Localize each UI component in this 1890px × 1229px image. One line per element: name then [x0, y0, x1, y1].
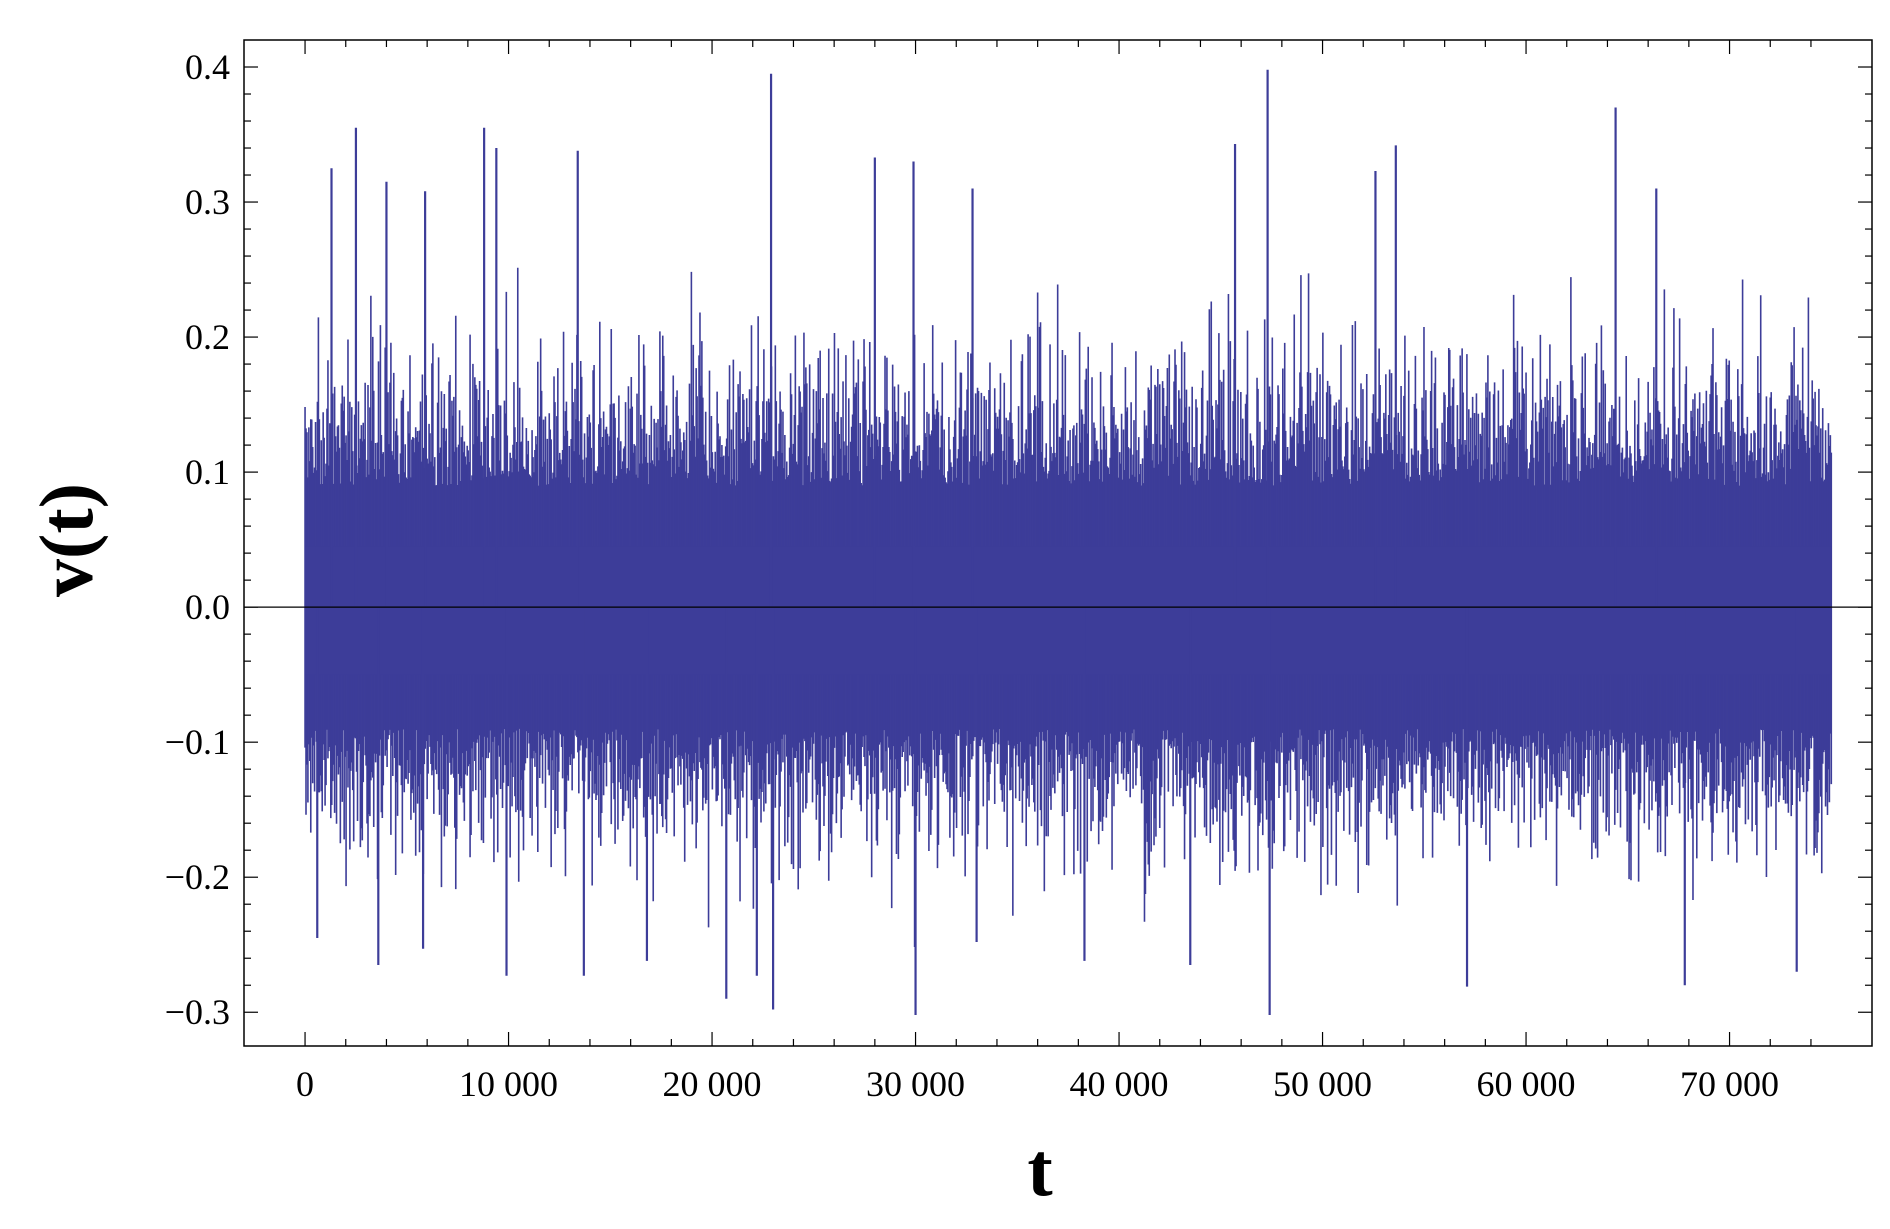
x-tick-label: 70 000: [1680, 1064, 1779, 1104]
y-tick-labels: 0.4 0.3 0.2 0.1 0.0 −0.1 −0.2 −0.3: [165, 47, 230, 1032]
y-tick-label: 0.0: [185, 587, 230, 627]
y-tick-label: −0.2: [165, 857, 230, 897]
y-tick-label: −0.3: [165, 992, 230, 1032]
y-tick-label: 0.1: [185, 452, 230, 492]
x-tick-label: 0: [296, 1064, 314, 1104]
x-tick-label: 10 000: [459, 1064, 558, 1104]
x-tick-label: 50 000: [1273, 1064, 1372, 1104]
y-tick-label: 0.2: [185, 317, 230, 357]
plot-frame: [243, 39, 1873, 1047]
y-tick-label: 0.3: [185, 182, 230, 222]
x-tick-label: 60 000: [1477, 1064, 1576, 1104]
series-v-of-t: [304, 69, 1833, 1015]
x-tick-labels: 0 10 000 20 000 30 000 40 000 50 000 60 000 70 …: [296, 1064, 1779, 1104]
plot-area: [244, 69, 1872, 1015]
y-tick-label: −0.1: [165, 722, 230, 762]
x-tick-label: 40 000: [1070, 1064, 1169, 1104]
y-axis-title: v(t): [25, 483, 109, 597]
signal-core-band: [305, 546, 1832, 675]
x-axis-title: t: [1027, 1128, 1052, 1212]
frame-ticks: [244, 40, 1872, 1046]
x-tick-label: 20 000: [663, 1064, 762, 1104]
y-tick-label: 0.4: [185, 47, 230, 87]
x-tick-label: 30 000: [866, 1064, 965, 1104]
